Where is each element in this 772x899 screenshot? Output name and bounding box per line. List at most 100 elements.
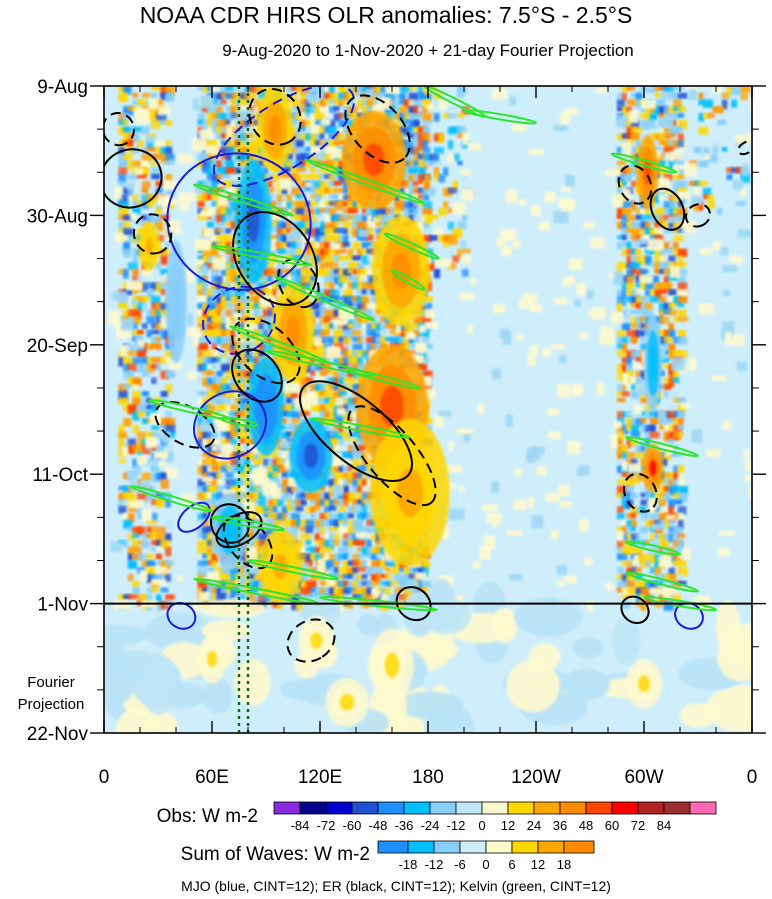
anomaly-cell <box>372 105 383 116</box>
anomaly-cell <box>333 499 340 506</box>
anomaly-cell <box>263 289 270 297</box>
anomaly-cell <box>361 472 368 478</box>
anomaly-cell <box>732 179 743 190</box>
anomaly-cell <box>616 530 624 541</box>
anomaly-cell <box>343 336 351 346</box>
anomaly-cell <box>668 201 676 210</box>
anomaly-cell <box>295 194 303 200</box>
anomaly-cell <box>375 546 384 554</box>
anomaly-cell <box>216 235 225 241</box>
anomaly-cell <box>726 174 733 181</box>
anomaly-cell <box>610 434 618 449</box>
anomaly-cell <box>446 465 462 473</box>
anomaly-cell <box>263 458 270 468</box>
anomaly-cell <box>668 587 678 597</box>
anomaly-cell <box>338 113 344 119</box>
anomaly-cell <box>361 289 367 295</box>
anomaly-cell <box>617 424 624 433</box>
anomaly-cell <box>253 574 260 581</box>
anomaly-cell <box>221 99 227 104</box>
anomaly-cell <box>123 187 132 195</box>
anomaly-cell <box>357 506 368 516</box>
anomaly-cell <box>389 567 400 576</box>
anomaly-cell <box>132 208 141 215</box>
anomaly-cell <box>239 309 247 317</box>
anomaly-cell <box>329 533 335 541</box>
anomaly-cell <box>221 289 227 298</box>
anomaly-cell <box>300 201 307 211</box>
anomaly-cell <box>668 309 678 316</box>
anomaly-cell <box>668 485 678 496</box>
anomaly-cell <box>417 567 425 575</box>
anomaly-cell <box>403 336 411 346</box>
anomaly-cell <box>300 262 309 272</box>
anomaly-cell <box>137 404 145 412</box>
anomaly-cell <box>197 546 204 554</box>
anomaly-cell <box>677 560 687 567</box>
anomaly-cell <box>547 408 560 416</box>
anomaly-cell <box>617 465 623 474</box>
anomaly-cell <box>740 92 748 101</box>
anomaly-cell <box>123 214 133 221</box>
anomaly-cell <box>626 452 636 459</box>
anomaly-cell <box>305 587 312 597</box>
anomaly-cell <box>668 330 676 339</box>
anomaly-cell <box>329 553 338 563</box>
anomaly-cell <box>277 167 283 176</box>
anomaly-cell <box>352 275 360 285</box>
anomaly-cell <box>132 357 143 365</box>
anomaly-cell <box>343 99 351 105</box>
anomaly-cell <box>422 221 430 229</box>
anomaly-cell <box>319 540 329 550</box>
anomaly-cell <box>281 452 290 462</box>
anomaly-cell <box>127 533 136 542</box>
anomaly-cell <box>617 438 623 446</box>
anomaly-cell <box>151 187 159 195</box>
anomaly-cell <box>244 119 252 130</box>
anomaly-cell <box>361 248 370 254</box>
anomaly-cell <box>673 526 683 537</box>
anomaly-cell <box>654 506 663 512</box>
anomaly-cell <box>221 92 229 98</box>
anomaly-cell <box>403 167 410 174</box>
anomaly-cell <box>225 567 234 576</box>
anomaly-cell <box>413 133 422 142</box>
anomaly-cell <box>457 221 467 230</box>
anomaly-cell <box>333 296 345 301</box>
anomaly-cell <box>141 418 149 424</box>
anomaly-cell <box>413 147 421 154</box>
anomaly-cell <box>635 553 645 563</box>
anomaly-cell <box>403 343 409 352</box>
anomaly-cell <box>631 221 640 228</box>
anomaly-cell <box>399 92 406 101</box>
anomaly-cell <box>347 465 354 472</box>
anomaly-cell <box>151 458 159 473</box>
anomaly-cell <box>592 307 606 320</box>
anomaly-cell <box>443 201 449 209</box>
anomaly-cell <box>564 174 575 187</box>
anomaly-cell <box>352 282 360 289</box>
anomaly-cell <box>146 214 153 221</box>
anomaly-cell <box>286 160 293 169</box>
anomaly-cell <box>291 214 299 220</box>
anomaly-cell <box>522 293 538 304</box>
anomaly-cell <box>319 86 329 96</box>
anomaly-cell <box>333 424 342 431</box>
anomaly-cell <box>645 492 651 502</box>
anomaly-cell <box>127 594 139 599</box>
anomaly-cell <box>670 150 682 161</box>
anomaly-cell <box>617 235 623 240</box>
anomaly-cell <box>617 99 625 107</box>
anomaly-cell <box>324 99 330 105</box>
anomaly-cell <box>333 479 342 487</box>
anomaly-cell <box>531 205 541 216</box>
anomaly-cell <box>463 433 471 443</box>
anomaly-cell <box>631 479 640 484</box>
anomaly-cell <box>663 485 670 492</box>
anomaly-cell <box>333 357 343 367</box>
anomaly-cell <box>380 214 387 223</box>
anomaly-cell <box>408 160 414 168</box>
anomaly-cell <box>640 391 647 401</box>
anomaly-cell <box>698 180 708 186</box>
anomaly-cell <box>141 404 151 414</box>
